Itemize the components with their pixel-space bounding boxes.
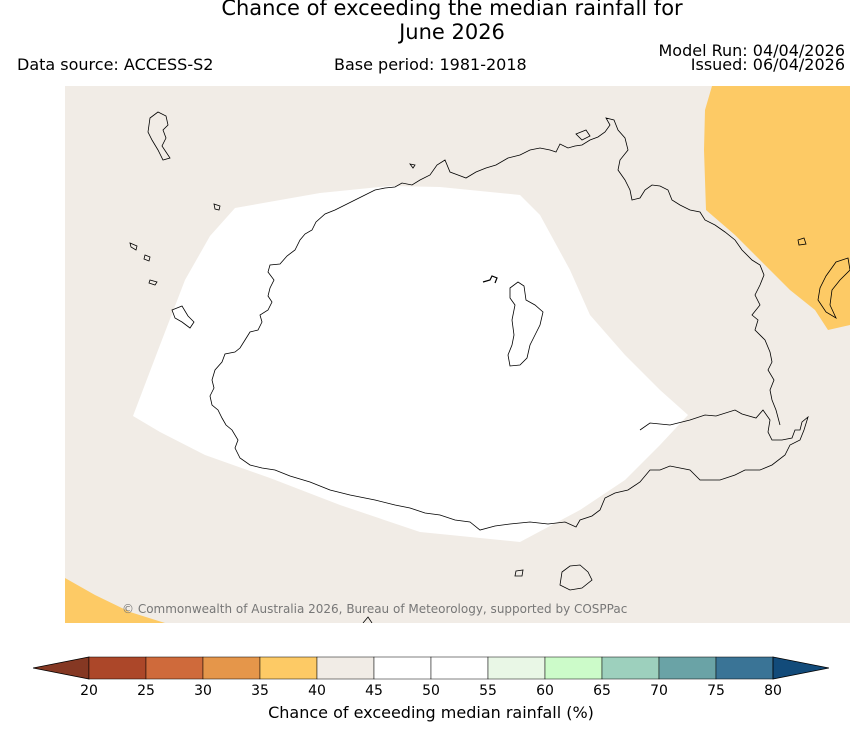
- colorbar-tick-label: 20: [80, 683, 98, 699]
- colorbar-tick-label: 65: [593, 683, 611, 699]
- colorbar-tick-label: 50: [422, 683, 440, 699]
- band-35-40-area-northeast: [704, 86, 850, 330]
- colorbar-segment: [544, 656, 603, 680]
- far-east-island: [817, 257, 850, 320]
- colorbar-tick-label: 75: [707, 683, 725, 699]
- issued-label: Issued: 06/04/2026: [690, 55, 845, 74]
- colorbar-segment: [202, 656, 261, 680]
- colorbar-tick-label: 80: [764, 683, 782, 699]
- colorbar-segment: [259, 656, 318, 680]
- colorbar-segment: [430, 656, 489, 680]
- west-coast-islet-1: [129, 242, 138, 251]
- south-island: [559, 564, 593, 591]
- colorbar-tick-label: 30: [194, 683, 212, 699]
- colorbar-segment: [658, 656, 717, 680]
- inland-lake-islet: [482, 275, 498, 284]
- map-canvas: [65, 86, 850, 623]
- east-islet: [797, 237, 807, 246]
- colorbar-tick-label: 40: [308, 683, 326, 699]
- colorbar-tick-label: 60: [536, 683, 554, 699]
- colorbar-segment: [145, 656, 204, 680]
- colorbar-segment: [487, 656, 546, 680]
- south-edge-islet: [362, 616, 373, 623]
- colorbar-tick-label: 70: [650, 683, 668, 699]
- colorbar-label: Chance of exceeding median rainfall (%): [268, 703, 594, 722]
- west-islet: [213, 203, 221, 211]
- model-run-label: Model Run: 04/04/2026: [658, 41, 846, 60]
- inland-lake-outline: [507, 281, 544, 367]
- title-line-1: Chance of exceeding the median rainfall …: [221, 0, 683, 20]
- colorbar-tick-label: 55: [479, 683, 497, 699]
- colorbar-segment: [316, 656, 375, 680]
- colorbar-under-arrow: [33, 656, 90, 680]
- title-line-2: June 2026: [399, 20, 505, 44]
- north-islet: [409, 163, 416, 169]
- colorbar-segment: [601, 656, 660, 680]
- band-45-55-area: [133, 186, 688, 542]
- west-coast-islet-3: [148, 279, 158, 286]
- base-period-label: Base period: 1981-2018: [334, 55, 527, 74]
- colorbar-segment: [88, 656, 147, 680]
- colorbar-over-arrow: [772, 656, 829, 680]
- rainfall-map: [65, 86, 850, 623]
- colorbar-segment: [715, 656, 774, 680]
- colorbar-segments: [33, 656, 829, 680]
- main-island-coastline: [209, 117, 809, 531]
- copyright-notice: © Commonwealth of Australia 2026, Bureau…: [122, 602, 628, 616]
- colorbar: [33, 656, 829, 680]
- colorbar-tick-label: 25: [137, 683, 155, 699]
- colorbar-segment: [373, 656, 432, 680]
- west-island: [171, 305, 195, 329]
- colorbar-tick-label: 35: [251, 683, 269, 699]
- band-35-40-area-southwest: [65, 578, 165, 623]
- map-title: Chance of exceeding the median rainfall …: [0, 0, 862, 44]
- data-source-label: Data source: ACCESS-S2: [17, 55, 214, 74]
- northwest-island: [147, 111, 171, 161]
- south-islet: [514, 569, 524, 577]
- northeast-islet: [575, 129, 591, 141]
- west-coast-islet-2: [143, 254, 151, 262]
- colorbar-tick-label: 45: [365, 683, 383, 699]
